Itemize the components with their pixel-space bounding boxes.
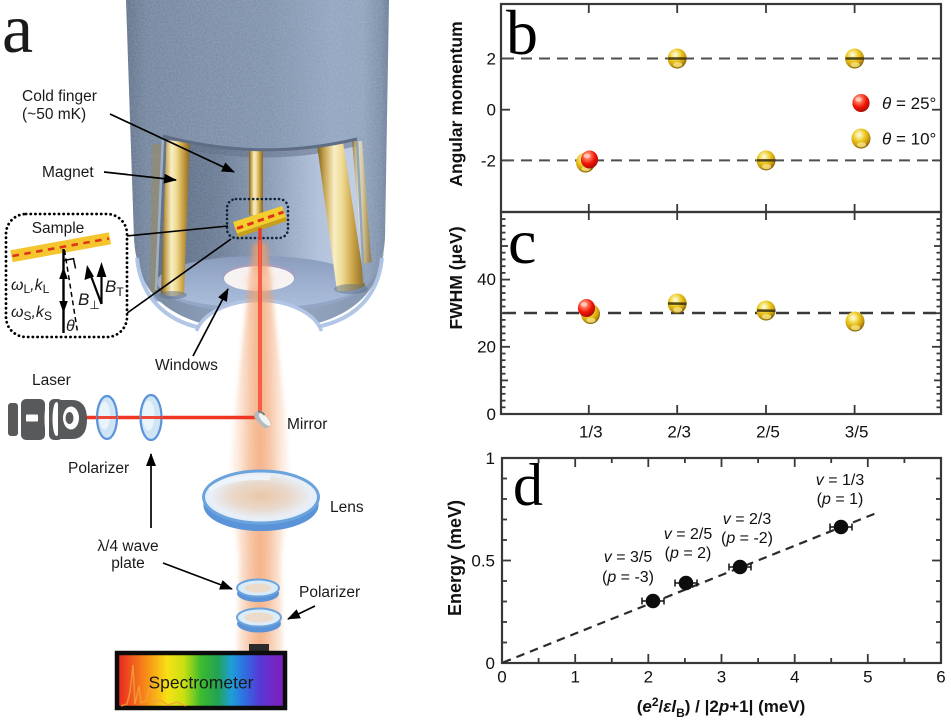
svg-text:0: 0 (486, 654, 495, 673)
svg-text:1: 1 (486, 449, 495, 468)
svg-text:2/5: 2/5 (756, 423, 780, 442)
svg-text:Mirror: Mirror (287, 416, 327, 433)
svg-text:Magnet: Magnet (42, 164, 94, 181)
svg-text:Polarizer: Polarizer (299, 584, 360, 601)
svg-text:v = 1/3: v = 1/3 (816, 472, 865, 489)
svg-text:(p = 1): (p = 1) (817, 491, 864, 508)
svg-text:v = 3/5: v = 3/5 (604, 549, 653, 566)
svg-text:0: 0 (497, 668, 506, 687)
svg-text:θ = 10°: θ = 10° (882, 130, 936, 149)
svg-text:0: 0 (487, 101, 496, 120)
svg-text:v = 2/3: v = 2/3 (723, 511, 772, 528)
svg-text:3/5: 3/5 (845, 423, 869, 442)
svg-text:(p = 2): (p = 2) (665, 545, 712, 562)
svg-text:40: 40 (477, 270, 496, 289)
svg-text:3: 3 (717, 668, 726, 687)
svg-text:a: a (2, 0, 33, 68)
svg-text:(e2/εlB) / |2p+1| (meV): (e2/εlB) / |2p+1| (meV) (637, 695, 806, 720)
svg-text:θ = 25°: θ = 25° (882, 94, 936, 113)
svg-text:5: 5 (863, 668, 872, 687)
svg-text:ωL,kL: ωL,kL (11, 277, 50, 296)
svg-text:0.5: 0.5 (471, 552, 495, 571)
svg-text:(~50 mK): (~50 mK) (22, 106, 86, 123)
svg-text:c: c (508, 206, 536, 277)
svg-text:b: b (506, 0, 538, 68)
svg-text:Cold finger: Cold finger (22, 88, 97, 105)
svg-text:Angular momentum: Angular momentum (446, 21, 466, 186)
svg-text:FWHM (μeV): FWHM (μeV) (446, 226, 466, 329)
svg-text:d: d (513, 452, 543, 518)
svg-text:2: 2 (487, 50, 496, 69)
svg-text:1: 1 (570, 668, 579, 687)
svg-text:Sample: Sample (32, 220, 85, 237)
svg-text:Polarizer: Polarizer (68, 460, 129, 477)
svg-text:1/3: 1/3 (579, 423, 603, 442)
svg-text:2/3: 2/3 (667, 423, 691, 442)
svg-text:Spectrometer: Spectrometer (148, 673, 253, 693)
svg-text:(p = -2): (p = -2) (721, 530, 773, 547)
svg-text:6: 6 (936, 668, 945, 687)
svg-text:Laser: Laser (32, 372, 71, 389)
svg-text:0: 0 (487, 405, 496, 424)
svg-text:20: 20 (477, 338, 496, 357)
svg-text:v = 2/5: v = 2/5 (664, 526, 713, 543)
svg-text:2: 2 (644, 668, 653, 687)
svg-text:-2: -2 (481, 152, 496, 171)
svg-text:plate: plate (111, 555, 145, 572)
svg-text:4: 4 (790, 668, 799, 687)
svg-text:λ/4 wave: λ/4 wave (97, 538, 158, 555)
svg-text:θ: θ (66, 318, 75, 335)
svg-text:(p = -3): (p = -3) (602, 569, 654, 586)
svg-text:Lens: Lens (330, 499, 364, 516)
svg-text:ωS,kS: ωS,kS (11, 304, 52, 323)
svg-text:Energy (meV): Energy (meV) (445, 500, 465, 616)
svg-text:Windows: Windows (155, 357, 218, 374)
